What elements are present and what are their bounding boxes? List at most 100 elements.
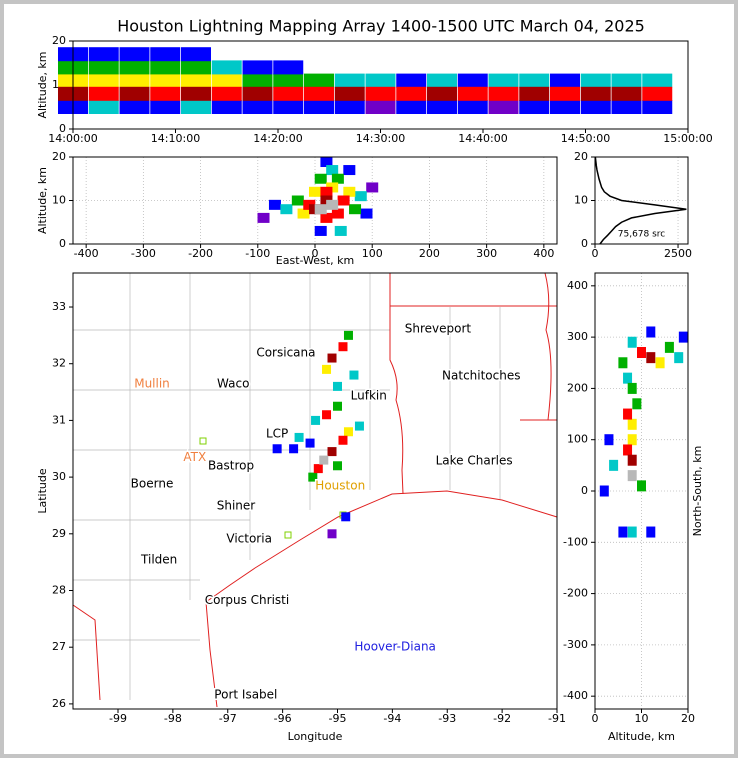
x-tick-label: 0 [312, 247, 319, 260]
lightning-source [604, 434, 614, 446]
lightning-source [580, 100, 611, 114]
lightning-source [273, 86, 304, 101]
lightning-source [326, 199, 339, 210]
lightning-source [457, 86, 488, 101]
lightning-source [334, 86, 365, 101]
lightning-source [599, 485, 609, 497]
y-tick-label: 200 [567, 381, 588, 394]
lightning-source [627, 382, 637, 394]
lightning-source [319, 455, 329, 465]
lightning-source [349, 370, 359, 380]
lightning-source [320, 186, 333, 197]
lightning-source [150, 47, 181, 62]
place-label: Shiner [217, 499, 256, 513]
lightning-source [338, 342, 348, 352]
y-tick-label: 30 [52, 470, 66, 483]
lightning-source [427, 73, 457, 88]
lightning-source [349, 204, 362, 215]
y-tick-label: 10 [574, 194, 588, 207]
lightning-source [674, 352, 684, 364]
lightning-source [181, 60, 211, 75]
lightning-source [343, 427, 353, 437]
x-tick-label: -98 [164, 712, 182, 725]
y-tick-label: 31 [52, 413, 66, 426]
page-title: Houston Lightning Mapping Array 1400-150… [117, 17, 645, 36]
x-axis-label: East-West, km [276, 254, 354, 267]
lightning-source [211, 86, 242, 101]
lightning-source [360, 208, 373, 219]
lightning-source [637, 347, 646, 359]
lightning-source [294, 432, 304, 442]
lightning-source [88, 100, 119, 114]
lightning-source [273, 73, 304, 88]
y-axis-label: Altitude, km [36, 167, 49, 234]
place-label: Waco [217, 377, 249, 391]
lightning-source [268, 199, 281, 210]
lightning-source [334, 73, 365, 88]
lightning-source [337, 195, 350, 206]
y-tick-label: 29 [52, 527, 66, 540]
axes-frame [72, 272, 558, 710]
x-tick-label: 20 [681, 712, 695, 725]
lightning-source [88, 86, 119, 101]
x-tick-label: 14:30:00 [356, 132, 405, 145]
lightning-source [242, 100, 273, 114]
lightning-source [580, 73, 611, 88]
lightning-source [331, 208, 344, 219]
lightning-source [332, 461, 342, 471]
lightning-source [334, 225, 347, 236]
x-tick-label: 14:10:00 [151, 132, 200, 145]
lightning-source [211, 100, 242, 114]
y-tick-label: 32 [52, 357, 66, 370]
lightning-source [272, 444, 282, 454]
lightning-source [627, 434, 637, 446]
lightning-source [308, 472, 318, 482]
lightning-source [427, 86, 457, 101]
place-label: Hoover-Diana [354, 640, 436, 654]
lightning-source [332, 401, 342, 411]
lightning-source [119, 47, 150, 62]
lightning-source [550, 73, 580, 88]
lightning-source [314, 173, 327, 184]
lightning-source [519, 86, 550, 101]
y-tick-label: 27 [52, 640, 66, 653]
lightning-source [365, 86, 396, 101]
lightning-source [366, 182, 379, 193]
lightning-source [322, 410, 332, 420]
lightning-source [326, 165, 339, 176]
lightning-source [623, 444, 633, 456]
y-tick-label: 0 [59, 237, 66, 250]
y-axis-label: Latitude [36, 468, 49, 514]
y-tick-label: 400 [567, 279, 588, 292]
x-tick-label: -94 [383, 712, 401, 725]
lightning-source [637, 480, 646, 492]
x-tick-label: 0 [592, 712, 599, 725]
lightning-source [618, 526, 628, 538]
lightning-source [242, 60, 273, 75]
place-label: ATX [183, 450, 206, 464]
place-label: Port Isabel [214, 687, 277, 701]
place-label: LCP [266, 427, 288, 441]
x-tick-label: 14:50:00 [561, 132, 610, 145]
x-tick-label: 200 [419, 247, 440, 260]
lightning-source [519, 100, 550, 114]
y-tick-label: 33 [52, 300, 66, 313]
lightning-source [642, 73, 673, 88]
place-label: Houston [315, 479, 365, 493]
x-tick-label: 2500 [664, 247, 692, 260]
lightning-source [211, 73, 242, 88]
axes-frame [594, 272, 689, 710]
lightning-source [327, 447, 337, 457]
y-tick-label: -100 [563, 535, 588, 548]
y-tick-label: 28 [52, 584, 66, 597]
lightning-source [327, 353, 337, 363]
x-tick-label: -100 [245, 247, 270, 260]
y-tick-label: 20 [52, 150, 66, 163]
place-label: Shreveport [405, 322, 472, 336]
lightning-source [550, 86, 580, 101]
x-tick-label: 15:00:00 [663, 132, 712, 145]
lightning-source [627, 526, 637, 538]
place-label: Tilden [140, 552, 177, 566]
county-lines [73, 273, 501, 700]
lightning-source [627, 470, 637, 482]
